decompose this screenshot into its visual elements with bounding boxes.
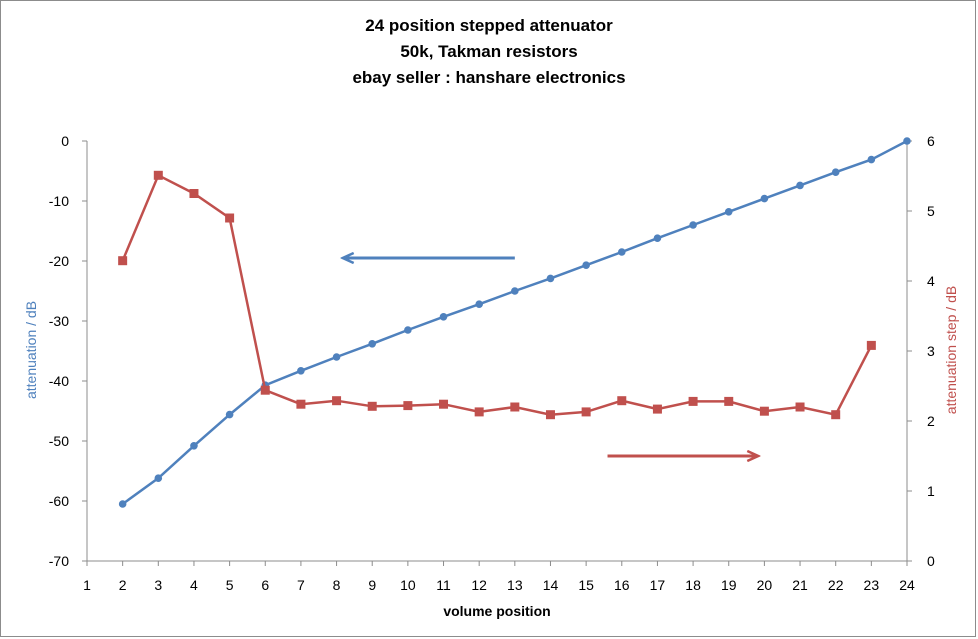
y-right-tick-label: 4 bbox=[927, 273, 935, 289]
x-tick-label: 5 bbox=[226, 577, 234, 593]
x-tick-label: 14 bbox=[543, 577, 559, 593]
attenuation-point bbox=[724, 208, 733, 216]
attenuation-step-point bbox=[225, 213, 235, 223]
attenuation-point bbox=[439, 313, 448, 321]
x-tick-label: 21 bbox=[792, 577, 808, 593]
attenuation-point bbox=[653, 234, 662, 242]
attenuation-step-point bbox=[759, 406, 769, 416]
y-left-tick-label: -60 bbox=[49, 493, 69, 509]
y-left-tick-label: -20 bbox=[49, 253, 69, 269]
attenuation-point bbox=[546, 274, 555, 283]
y-left-tick-label: 0 bbox=[61, 133, 69, 149]
attenuation-step-point bbox=[795, 402, 805, 412]
x-tick-label: 16 bbox=[614, 577, 630, 593]
attenuation-point bbox=[190, 442, 198, 450]
x-tick-label: 20 bbox=[757, 577, 773, 593]
x-tick-label: 3 bbox=[154, 577, 162, 593]
attenuation-step-point bbox=[474, 407, 484, 417]
attenuation-point bbox=[118, 500, 127, 508]
x-tick-label: 10 bbox=[400, 577, 416, 593]
attenuation-line bbox=[121, 139, 908, 506]
y-left-tick-label: -70 bbox=[49, 553, 69, 569]
x-tick-label: 17 bbox=[650, 577, 666, 593]
attenuation-step-point bbox=[510, 402, 520, 412]
x-tick-label: 7 bbox=[297, 577, 305, 593]
attenuation-step-point bbox=[367, 401, 377, 411]
attenuation-point bbox=[297, 367, 305, 375]
y-left-tick-label: -40 bbox=[49, 373, 69, 389]
attenuation-point bbox=[475, 300, 483, 309]
y-right-tick-label: 5 bbox=[927, 203, 935, 219]
attenuation-point bbox=[617, 248, 626, 256]
x-tick-label: 23 bbox=[864, 577, 880, 593]
attenuation-point bbox=[154, 474, 163, 483]
x-tick-label: 1 bbox=[83, 577, 91, 593]
x-tick-label: 6 bbox=[261, 577, 269, 593]
x-axis-label: volume position bbox=[443, 603, 550, 619]
x-tick-label: 9 bbox=[368, 577, 376, 593]
chart-title-line-1: 24 position stepped attenuator bbox=[365, 16, 613, 35]
attenuation-step-point bbox=[724, 396, 734, 406]
y-left-tick-label: -30 bbox=[49, 313, 69, 329]
chart-title-line-2: 50k, Takman resistors bbox=[400, 42, 578, 61]
attenuation-step-point bbox=[332, 396, 342, 406]
y-axis-left-label: attenuation / dB bbox=[23, 301, 39, 399]
x-tick-label: 22 bbox=[828, 577, 844, 593]
attenuation-step-point bbox=[153, 170, 163, 180]
attenuation-step-point bbox=[581, 407, 591, 417]
attenuation-step-point bbox=[189, 189, 199, 198]
attenuation-step-point bbox=[118, 256, 128, 266]
attenuation-point bbox=[582, 261, 590, 270]
attenuation-step-point bbox=[260, 385, 270, 395]
attenuation-step-point bbox=[652, 404, 662, 414]
y-left-tick-label: -50 bbox=[49, 433, 69, 449]
y-right-tick-label: 2 bbox=[927, 413, 935, 429]
x-tick-label: 8 bbox=[333, 577, 341, 593]
attenuation-step-point bbox=[403, 401, 413, 411]
x-tick-label: 18 bbox=[685, 577, 701, 593]
x-tick-label: 4 bbox=[190, 577, 198, 593]
attenuation-point bbox=[831, 168, 840, 176]
x-tick-label: 24 bbox=[899, 577, 915, 593]
x-tick-label: 11 bbox=[436, 577, 451, 593]
attenuation-point bbox=[332, 353, 341, 361]
attenuation-step-point bbox=[866, 340, 876, 350]
attenuation-step-point bbox=[545, 410, 555, 420]
y-axis-right-label: attenuation step / dB bbox=[943, 286, 959, 414]
y-right-tick-label: 3 bbox=[927, 343, 935, 359]
chart-title: 24 position stepped attenuator 50k, Takm… bbox=[1, 13, 977, 91]
attenuation-point bbox=[867, 155, 876, 164]
attenuation-step-point bbox=[439, 399, 449, 409]
x-tick-label: 12 bbox=[471, 577, 487, 593]
attenuation-point bbox=[404, 326, 412, 334]
attenuation-step-line bbox=[121, 173, 873, 417]
y-left-tick-label: -10 bbox=[49, 193, 69, 209]
attenuation-point bbox=[796, 181, 804, 190]
x-tick-label: 2 bbox=[119, 577, 127, 593]
attenuation-point bbox=[225, 410, 234, 419]
y-right-tick-label: 0 bbox=[927, 553, 935, 569]
attenuation-step-point bbox=[617, 396, 627, 406]
attenuation-point bbox=[689, 221, 697, 229]
attenuation-point bbox=[511, 287, 519, 295]
attenuation-step-point bbox=[688, 396, 698, 406]
x-tick-label: 19 bbox=[721, 577, 737, 593]
attenuation-step-point bbox=[831, 410, 841, 420]
chart-title-line-3: ebay seller : hanshare electronics bbox=[352, 68, 626, 87]
x-tick-label: 15 bbox=[578, 577, 594, 593]
y-right-tick-label: 1 bbox=[927, 483, 935, 499]
y-right-tick-label: 6 bbox=[927, 133, 935, 149]
attenuation-point bbox=[760, 194, 769, 203]
attenuation-step-point bbox=[296, 399, 306, 409]
x-tick-label: 13 bbox=[507, 577, 523, 593]
attenuation-point bbox=[903, 137, 911, 145]
attenuation-point bbox=[368, 340, 377, 348]
